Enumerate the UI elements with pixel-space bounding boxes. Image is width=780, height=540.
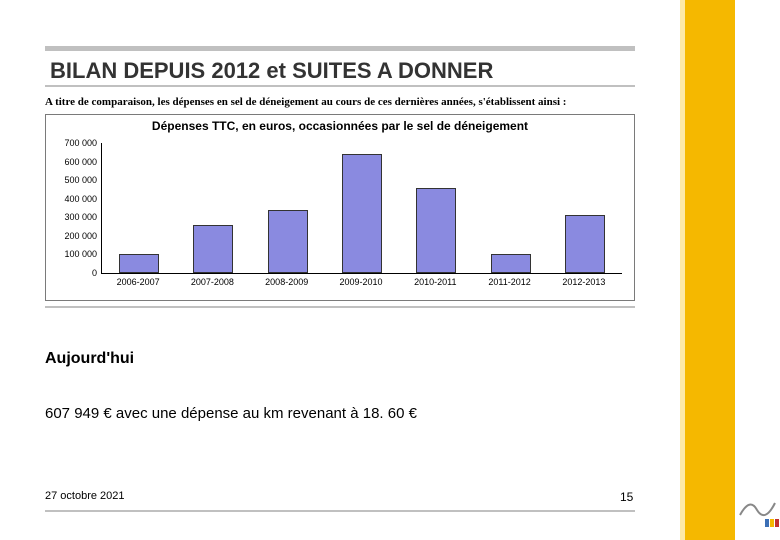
y-axis-label: 300 000: [49, 212, 97, 222]
chart-bar: [416, 188, 456, 273]
y-axis-label: 0: [49, 268, 97, 278]
plot-area: [101, 143, 622, 274]
expense-chart: Dépenses TTC, en euros, occasionnées par…: [45, 114, 635, 301]
y-axis-label: 700 000: [49, 138, 97, 148]
x-axis-label: 2012-2013: [549, 277, 619, 287]
y-axis-label: 600 000: [49, 157, 97, 167]
chart-title: Dépenses TTC, en euros, occasionnées par…: [46, 119, 634, 133]
x-axis-label: 2007-2008: [177, 277, 247, 287]
y-axis-label: 100 000: [49, 249, 97, 259]
brand-bar: [685, 0, 735, 540]
x-axis-label: 2008-2009: [252, 277, 322, 287]
footer-date: 27 octobre 2021: [45, 490, 125, 502]
brand-logo: [735, 485, 780, 530]
chart-bar: [193, 225, 233, 273]
body-text: 607 949 € avec une dépense au km revenan…: [45, 405, 417, 422]
chart-bar: [491, 254, 531, 273]
y-axis-label: 200 000: [49, 231, 97, 241]
x-axis-label: 2010-2011: [400, 277, 470, 287]
chart-bar: [119, 254, 159, 274]
bottom-rule: [45, 510, 635, 512]
title-underline: [45, 85, 635, 87]
subheading: Aujourd'hui: [45, 350, 134, 368]
mid-rule: [45, 306, 635, 308]
top-rule: [45, 46, 635, 51]
y-axis-label: 500 000: [49, 175, 97, 185]
y-axis-label: 400 000: [49, 194, 97, 204]
intro-text: A titre de comparaison, les dépenses en …: [45, 96, 566, 108]
footer-page: 15: [620, 490, 633, 504]
chart-bar: [565, 215, 605, 273]
x-axis-label: 2006-2007: [103, 277, 173, 287]
x-axis-label: 2009-2010: [326, 277, 396, 287]
page-title: BILAN DEPUIS 2012 et SUITES A DONNER: [50, 58, 493, 84]
x-axis-label: 2011-2012: [475, 277, 545, 287]
chart-bar: [268, 210, 308, 273]
chart-bar: [342, 154, 382, 273]
